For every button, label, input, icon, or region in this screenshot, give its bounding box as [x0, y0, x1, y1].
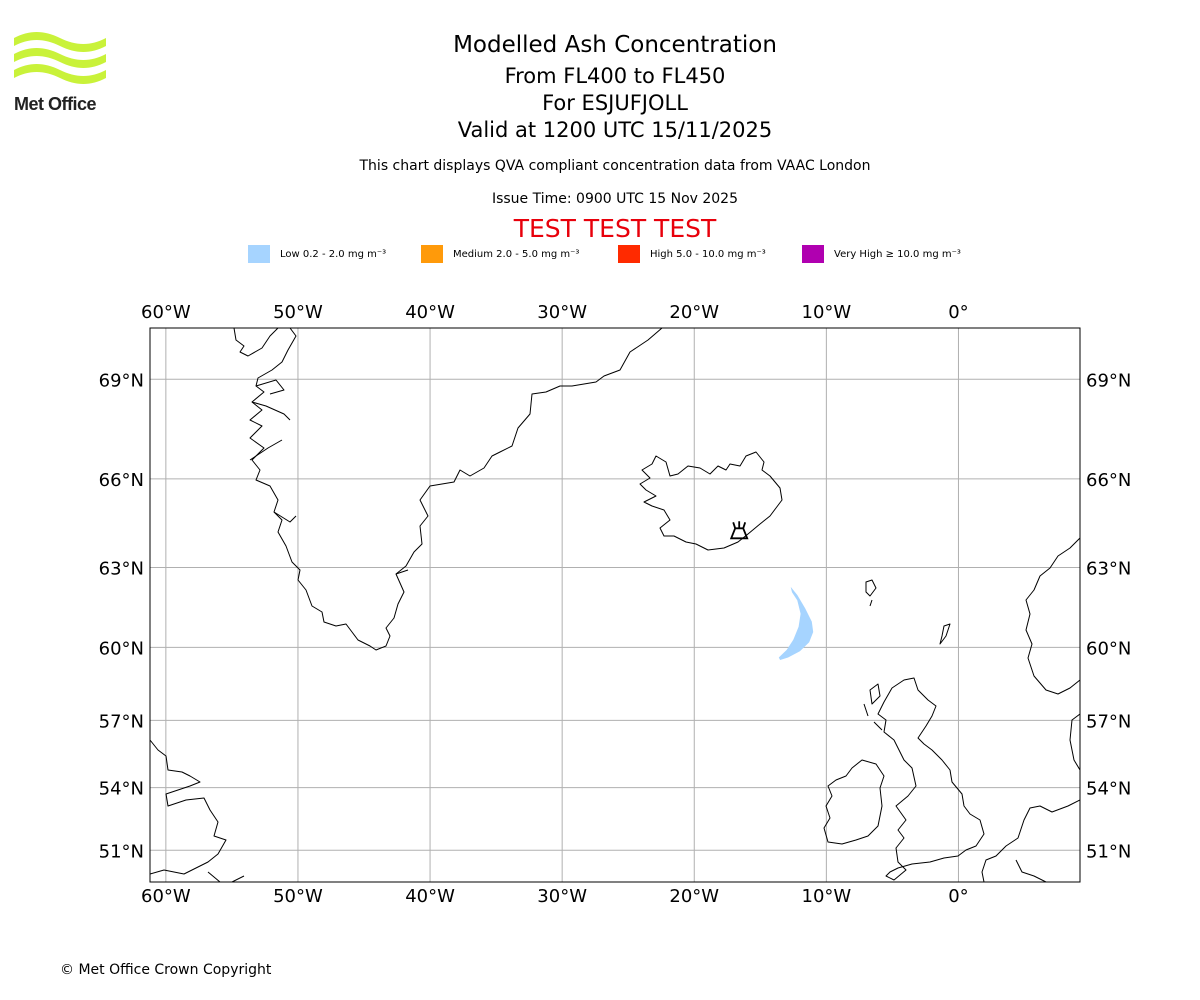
valid-time: Valid at 1200 UTC 15/11/2025: [457, 118, 773, 142]
lon-tick-label-bottom: 60°W: [141, 886, 191, 907]
lon-tick-label-top: 40°W: [405, 302, 455, 323]
lat-tick-label-left: 60°N: [99, 638, 144, 659]
coastline-faroe: [865, 579, 877, 607]
lon-tick-label-bottom: 50°W: [273, 886, 323, 907]
lon-tick-label-bottom: 0°: [948, 886, 968, 907]
legend-item-low: Low 0.2 - 2.0 mg m⁻³: [248, 244, 386, 264]
legend-swatch-low: [248, 245, 270, 263]
lat-tick-label-right: 63°N: [1086, 559, 1131, 580]
lon-tick-label-top: 20°W: [669, 302, 719, 323]
flight-level-range: From FL400 to FL450: [504, 64, 726, 88]
coastline-hebrides: [863, 683, 883, 731]
lat-tick-label-right: 57°N: [1086, 711, 1131, 732]
copyright-notice: © Met Office Crown Copyright: [60, 962, 272, 978]
coastline-ireland: [823, 759, 885, 845]
volcano-icon: [729, 521, 749, 540]
legend-label-high: High 5.0 - 10.0 mg m⁻³: [650, 248, 766, 260]
coastline-greenland: [233, 328, 663, 651]
legend-swatch-very-high: [802, 245, 824, 263]
coastline-greenland-fjord-5: [395, 569, 409, 575]
lon-tick-label-top: 0°: [948, 302, 968, 323]
met-office-logo-text: Met Office: [14, 94, 97, 114]
legend-swatch-high: [618, 245, 640, 263]
coastlines: [150, 328, 1080, 882]
volcano-name: For ESJUFJOLL: [542, 91, 688, 115]
coastline-great-britain: [877, 677, 985, 881]
lat-tick-label-left: 66°N: [99, 470, 144, 491]
ash-cloud-low: [778, 586, 814, 660]
lat-tick-label-left: 63°N: [99, 559, 144, 580]
test-banner: TEST TEST TEST: [513, 214, 717, 243]
coastline-labrador: [150, 739, 227, 875]
lon-tick-label-top: 30°W: [537, 302, 587, 323]
legend-item-very-high: Very High ≥ 10.0 mg m⁻³: [802, 244, 961, 264]
lon-tick-label-bottom: 10°W: [802, 886, 852, 907]
coastline-greenland-fjord-4: [273, 511, 297, 523]
legend-label-low: Low 0.2 - 2.0 mg m⁻³: [280, 248, 387, 260]
legend-item-high: High 5.0 - 10.0 mg m⁻³: [618, 244, 766, 264]
lon-tick-label-top: 10°W: [802, 302, 852, 323]
met-office-wave-icon: [14, 32, 106, 84]
lat-tick-label-left: 57°N: [99, 711, 144, 732]
lat-tick-label-right: 66°N: [1086, 470, 1131, 491]
coastline-denmark-north: [1069, 713, 1080, 771]
legend-swatch-medium: [421, 245, 443, 263]
axis-tick-labels: 60°W 60°W 50°W 50°W 40°W 40°W 30°W 30°W 20°W 20°W…: [99, 302, 1132, 907]
coastline-greenland-fjord-1: [255, 379, 285, 395]
coastline-iceland: [639, 451, 783, 551]
concentration-legend: Low 0.2 - 2.0 mg m⁻³ Medium 2.0 - 5.0 mg…: [0, 244, 1200, 264]
coastline-greenland-fjord-2: [251, 401, 291, 421]
lon-tick-label-bottom: 40°W: [405, 886, 455, 907]
legend-label-medium: Medium 2.0 - 5.0 mg m⁻³: [453, 248, 580, 260]
lat-tick-label-right: 69°N: [1086, 370, 1131, 391]
legend-label-very-high: Very High ≥ 10.0 mg m⁻³: [834, 248, 961, 260]
met-office-logo: Met Office: [14, 30, 114, 114]
coastline-greenland-fjord-3: [249, 439, 283, 461]
lat-tick-label-left: 51°N: [99, 841, 144, 862]
graticule: [150, 328, 1080, 882]
chart-title: Modelled Ash Concentration: [453, 32, 777, 58]
lat-tick-label-right: 60°N: [1086, 638, 1131, 659]
lon-tick-label-top: 60°W: [141, 302, 191, 323]
coastline-europe-mainland: [981, 799, 1080, 882]
chart-description: This chart displays QVA compliant concen…: [359, 158, 871, 174]
lon-tick-label-top: 50°W: [273, 302, 323, 323]
lat-tick-label-right: 54°N: [1086, 779, 1131, 800]
lon-tick-label-bottom: 30°W: [537, 886, 587, 907]
legend-item-medium: Medium 2.0 - 5.0 mg m⁻³: [421, 244, 579, 264]
lat-tick-label-left: 69°N: [99, 370, 144, 391]
lon-tick-label-bottom: 20°W: [669, 886, 719, 907]
lat-tick-label-left: 54°N: [99, 779, 144, 800]
coastline-newfoundland: [207, 871, 245, 882]
coastline-norway: [1025, 537, 1080, 695]
map-frame: [149, 327, 1081, 883]
coastline-shetland: [939, 623, 951, 645]
issue-time: Issue Time: 0900 UTC 15 Nov 2025: [491, 191, 739, 207]
lat-tick-label-right: 51°N: [1086, 841, 1131, 862]
